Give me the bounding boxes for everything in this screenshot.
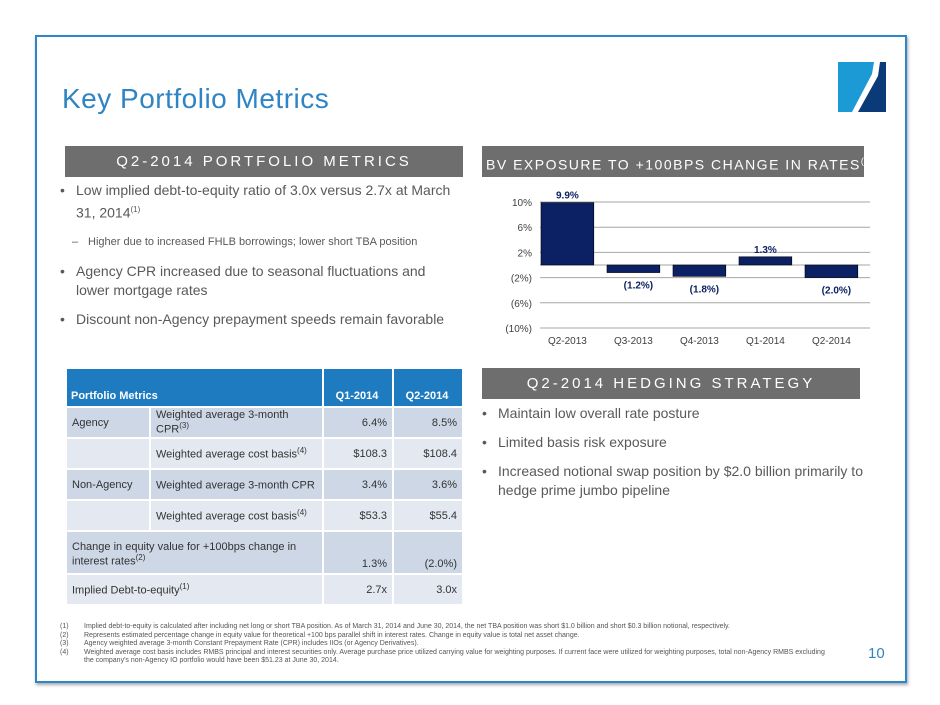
y-tick-label: (10%)	[505, 324, 532, 335]
bar	[606, 264, 661, 273]
bullet: Low implied debt-to-equity ratio of 3.0x…	[60, 181, 460, 223]
table-header-row: Portfolio Metrics Q1-2014 Q2-2014	[67, 369, 462, 406]
slide-frame	[35, 35, 907, 683]
y-tick-label: 10%	[512, 198, 532, 209]
x-tick-label: Q1-2014	[746, 336, 785, 347]
bar	[672, 264, 727, 277]
data-label: 9.9%	[556, 191, 579, 202]
data-label: (1.8%)	[690, 284, 719, 295]
data-label: 1.3%	[754, 245, 777, 256]
y-tick-label: (2%)	[511, 274, 532, 285]
y-tick-label: 2%	[518, 248, 533, 259]
footnote: (3) Agency weighted average 3-month Const…	[60, 640, 419, 647]
portfolio-bullets: Low implied debt-to-equity ratio of 3.0x…	[60, 181, 460, 329]
x-tick-label: Q4-2013	[680, 336, 719, 347]
table-row: Change in equity value for +100bps chang…	[67, 532, 462, 573]
chart-header-text: BV EXPOSURE TO +100BPS CHANGE IN RATES	[486, 156, 861, 173]
x-tick-label: Q2-2014	[812, 336, 851, 347]
bar	[738, 256, 793, 266]
portfolio-metrics-header: Q2-2014 PORTFOLIO METRICS	[65, 146, 463, 177]
table-row: Agency Weighted average 3-month CPR(3) 6.4…	[67, 408, 462, 437]
sub-bullet: Higher due to increased FHLB borrowings;…	[60, 233, 460, 252]
table-row: Weighted average cost basis(4) $108.3 $108…	[67, 439, 462, 468]
y-tick-label: 6%	[518, 223, 533, 234]
bullet: Discount non-Agency prepayment speeds re…	[60, 310, 460, 329]
bullet: Agency CPR increased due to seasonal flu…	[60, 262, 460, 300]
hedging-bullets: Maintain low overall rate posture Limite…	[482, 404, 872, 500]
bullet: Increased notional swap position by $2.0…	[482, 462, 872, 500]
table-row: Weighted average cost basis(4) $53.3 $55.4	[67, 501, 462, 530]
data-label: (2.0%)	[822, 286, 851, 297]
hedging-header: Q2-2014 HEDGING STRATEGY	[482, 368, 860, 399]
portfolio-metrics-table: Portfolio Metrics Q1-2014 Q2-2014 Agency…	[65, 367, 464, 606]
col-header: Q2-2014	[394, 369, 462, 406]
col-header: Portfolio Metrics	[67, 369, 322, 406]
table-row: Non-Agency Weighted average 3-month CPR 3.…	[67, 470, 462, 499]
footnotes: (1) Implied debt-to-equity is calculated …	[60, 623, 834, 666]
footnote: (1) Implied debt-to-equity is calculated …	[60, 623, 730, 630]
footnote: (4) Weighted average cost basis includes …	[60, 648, 825, 665]
chart-header-sup: (2)	[860, 156, 875, 166]
company-logo	[838, 62, 886, 112]
footnote: (2) Represents estimated percentage chang…	[60, 631, 580, 639]
chart-header: BV EXPOSURE TO +100BPS CHANGE IN RATES(2…	[482, 146, 874, 177]
y-tick-label: (6%)	[511, 299, 532, 310]
bar	[804, 264, 859, 278]
x-tick-label: Q3-2013	[614, 336, 653, 347]
table-row: Implied Debt-to-equity(1) 2.7x 3.0x	[67, 575, 462, 604]
page-title: Key Portfolio Metrics	[62, 83, 330, 114]
bullet: Limited basis risk exposure	[482, 433, 872, 452]
bullet: Maintain low overall rate posture	[482, 404, 872, 423]
x-tick-label: Q2-2013	[548, 336, 587, 347]
data-label: (1.2%)	[624, 281, 653, 292]
col-header: Q1-2014	[324, 369, 392, 406]
bv-exposure-chart: 10% 6% 2% (2%) (6%) (10%) 9.9% Q2-2013 (1.2%) Q3-…	[505, 191, 870, 347]
page-number: 10	[868, 645, 885, 662]
bar	[540, 202, 595, 266]
